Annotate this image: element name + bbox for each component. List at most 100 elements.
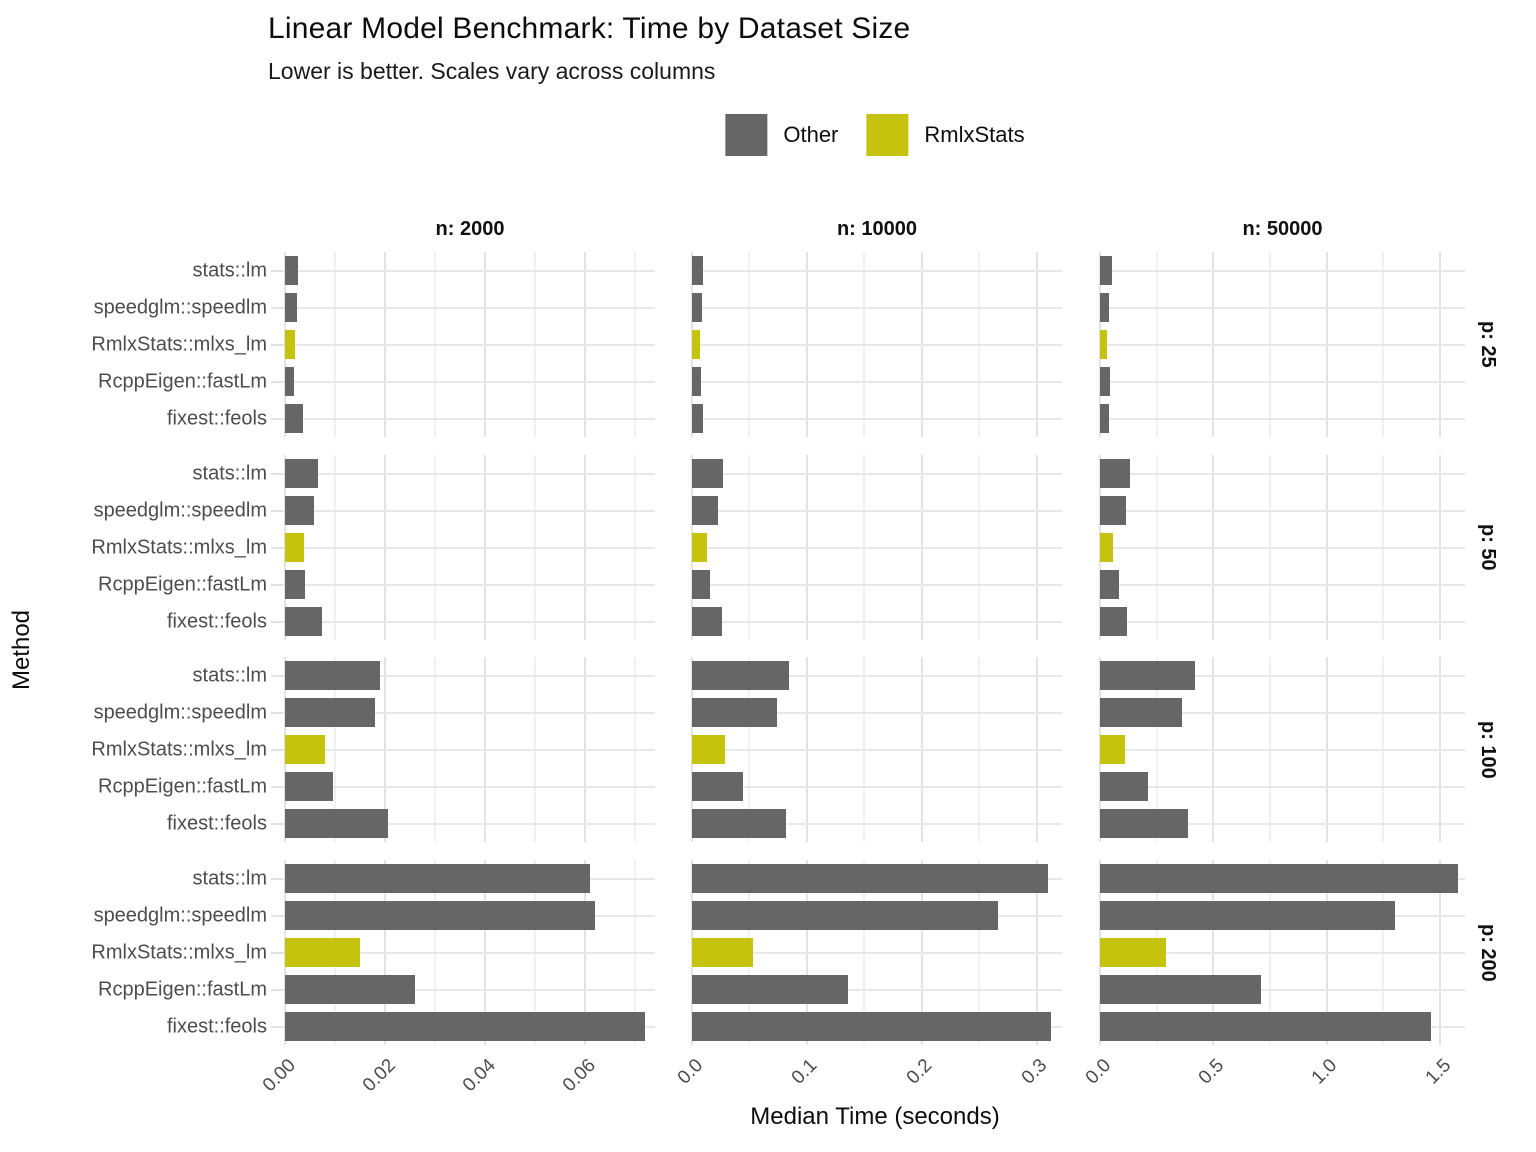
bar-stats-lm [1100,256,1112,285]
gridline-horizontal [285,620,655,623]
x-tick-label-wrap: 1.0 [1257,1055,1342,1089]
y-axis-label-rcppeigen-fastlm: RcppEigen::fastLm [98,370,267,392]
gridline-horizontal [1100,711,1465,714]
x-tick-label-wrap: 0.3 [967,1055,1052,1089]
bar-stats-lm [285,256,298,285]
panel-p25-n10000 [691,252,1062,437]
bar-rcppeigen-fastlm [1100,772,1148,801]
bar-speedglm-speedlm [1100,698,1182,727]
gridline-horizontal [285,674,655,677]
bar-speedglm-speedlm [1100,901,1395,930]
y-axis-label-rcppeigen-fastlm: RcppEigen::fastLm [98,978,267,1000]
gridline-horizontal [692,509,1062,512]
x-tick-label-wrap: 0.02 [315,1055,400,1096]
x-tick-label-wrap: 0.0 [1030,1055,1115,1089]
chart-title: Linear Model Benchmark: Time by Dataset … [268,12,911,45]
bar-stats-lm [692,661,789,690]
bar-fixest-feols [285,1012,645,1041]
gridline-horizontal [285,951,655,954]
bar-rmlxstats-mlxs-lm [692,735,726,764]
y-axis-label-rmlxstats-mlxs-lm: RmlxStats::mlxs_lm [91,738,267,760]
gridline-horizontal [285,988,655,991]
panel-p50-n50000 [1099,455,1465,640]
bar-stats-lm [692,459,724,488]
bar-rmlxstats-mlxs-lm [285,938,360,967]
bar-fixest-feols [285,404,303,433]
x-tick-label-wrap: 0.00 [215,1055,300,1096]
bar-fixest-feols [285,809,388,838]
bar-fixest-feols [692,607,722,636]
bar-speedglm-speedlm [692,293,703,322]
y-tick-mark [271,380,285,383]
y-tick-mark [271,306,285,309]
x-tick-label: 0.02 [358,1055,400,1097]
gridline-horizontal [285,380,655,383]
bar-stats-lm [1100,661,1196,690]
y-axis-label-rmlxstats-mlxs-lm: RmlxStats::mlxs_lm [91,333,267,355]
y-tick-mark [271,822,285,825]
y-tick-mark [271,674,285,677]
gridline-horizontal [1100,748,1465,751]
bar-rcppeigen-fastlm [285,772,333,801]
panel-p25-n50000 [1099,252,1465,437]
y-tick-mark [271,472,285,475]
x-tick-label-wrap: 0.0 [622,1055,707,1089]
gridline-horizontal [1100,822,1465,825]
panel-p200-n50000 [1099,860,1465,1045]
bar-stats-lm [285,864,590,893]
gridline-horizontal [692,988,1062,991]
bar-fixest-feols [1100,607,1128,636]
panel-p25-n2000 [284,252,655,437]
gridline-horizontal [692,674,1062,677]
bar-speedglm-speedlm [1100,293,1110,322]
bar-rcppeigen-fastlm [1100,570,1119,599]
gridline-horizontal [285,583,655,586]
gridline-horizontal [1100,269,1465,272]
gridline-horizontal [692,822,1062,825]
gridline-horizontal [285,417,655,420]
facet-col-strip-0: n: 2000 [435,218,505,240]
gridline-horizontal [692,583,1062,586]
y-tick-mark [271,417,285,420]
x-tick-label: 1.0 [1308,1055,1342,1089]
gridline-horizontal [1100,306,1465,309]
gridline-horizontal [1100,674,1465,677]
y-axis-label-stats-lm: stats::lm [192,259,267,281]
gridline-horizontal [285,711,655,714]
gridline-horizontal [692,951,1062,954]
bar-speedglm-speedlm [1100,496,1127,525]
bar-fixest-feols [1100,809,1189,838]
facet-col-strip-1: n: 10000 [836,218,918,240]
panel-p100-n10000 [691,657,1062,842]
gridline-horizontal [285,472,655,475]
panel-p50-n10000 [691,455,1062,640]
gridline-horizontal [1100,951,1465,954]
facet-row-strip-2: p: 100 [1477,720,1499,779]
legend-entry-other: Other [725,114,838,156]
bar-stats-lm [1100,864,1459,893]
x-tick-label-wrap: 1.5 [1370,1055,1455,1089]
gridline-horizontal [1100,380,1465,383]
gridline-horizontal [1100,785,1465,788]
x-tick-label-wrap: 0.06 [515,1055,600,1096]
y-axis-label-stats-lm: stats::lm [192,867,267,889]
gridline-horizontal [692,306,1062,309]
x-tick-label: 0.00 [258,1055,300,1097]
bar-stats-lm [1100,459,1130,488]
panel-p50-n2000 [284,455,655,640]
y-tick-mark [271,988,285,991]
bar-rmlxstats-mlxs-lm [1100,533,1113,562]
legend-label-rmlxstats: RmlxStats [924,122,1025,147]
x-tick-label: 1.5 [1421,1055,1455,1089]
panel-p200-n10000 [691,860,1062,1045]
y-axis-label-speedglm-speedlm: speedglm::speedlm [93,499,267,521]
bar-fixest-feols [692,404,703,433]
gridline-horizontal [285,822,655,825]
bar-rmlxstats-mlxs-lm [692,330,701,359]
y-tick-mark [271,583,285,586]
x-tick-label-wrap: 0.04 [415,1055,500,1096]
y-axis-label-speedglm-speedlm: speedglm::speedlm [93,904,267,926]
bar-rcppeigen-fastlm [285,975,415,1004]
bar-speedglm-speedlm [285,496,314,525]
gridline-horizontal [692,417,1062,420]
